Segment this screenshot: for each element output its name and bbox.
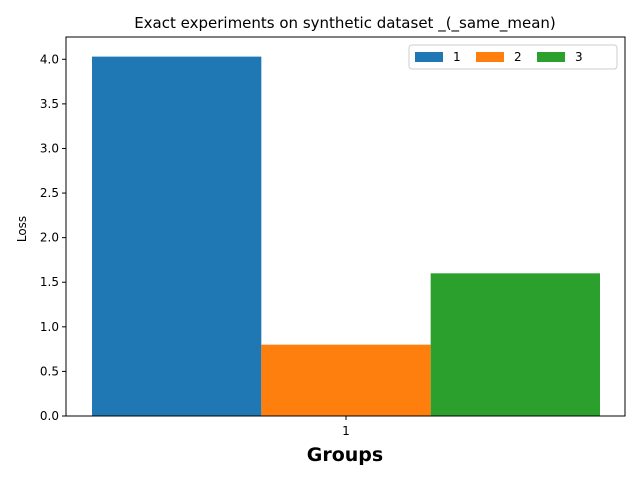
- y-tick-label: 3.0: [40, 141, 59, 155]
- chart-title: Exact experiments on synthetic dataset _…: [134, 14, 556, 33]
- legend-swatch-1: [415, 52, 443, 62]
- x-axis-label: Groups: [307, 444, 383, 466]
- y-tick-label: 4.0: [40, 52, 59, 66]
- y-tick-label: 1.5: [40, 275, 59, 289]
- bar-series-1: [92, 56, 262, 416]
- bars-group: [92, 56, 600, 416]
- y-tick-label: 0.5: [40, 364, 59, 378]
- legend-label-2: 2: [514, 50, 522, 64]
- y-tick-label: 2.0: [40, 231, 59, 245]
- y-axis-label: Loss: [15, 216, 29, 242]
- legend-swatch-3: [537, 52, 565, 62]
- legend-label-3: 3: [575, 50, 583, 64]
- bar-series-3: [430, 273, 600, 416]
- y-tick-label: 3.5: [40, 97, 59, 111]
- legend-label-1: 1: [453, 50, 461, 64]
- y-tick-label: 2.5: [40, 186, 59, 200]
- x-tick-label: 1: [342, 424, 350, 438]
- legend: 1 2 3: [408, 44, 618, 70]
- bar-series-2: [261, 344, 431, 416]
- y-tick-label: 0.0: [40, 409, 59, 423]
- legend-swatch-2: [476, 52, 504, 62]
- legend-frame: [408, 44, 618, 70]
- y-tick-label: 1.0: [40, 320, 59, 334]
- axes-group: 0.0 0.5 1.0 1.5 2.0 2.5 3.0 3.5 4.0 1: [40, 36, 626, 438]
